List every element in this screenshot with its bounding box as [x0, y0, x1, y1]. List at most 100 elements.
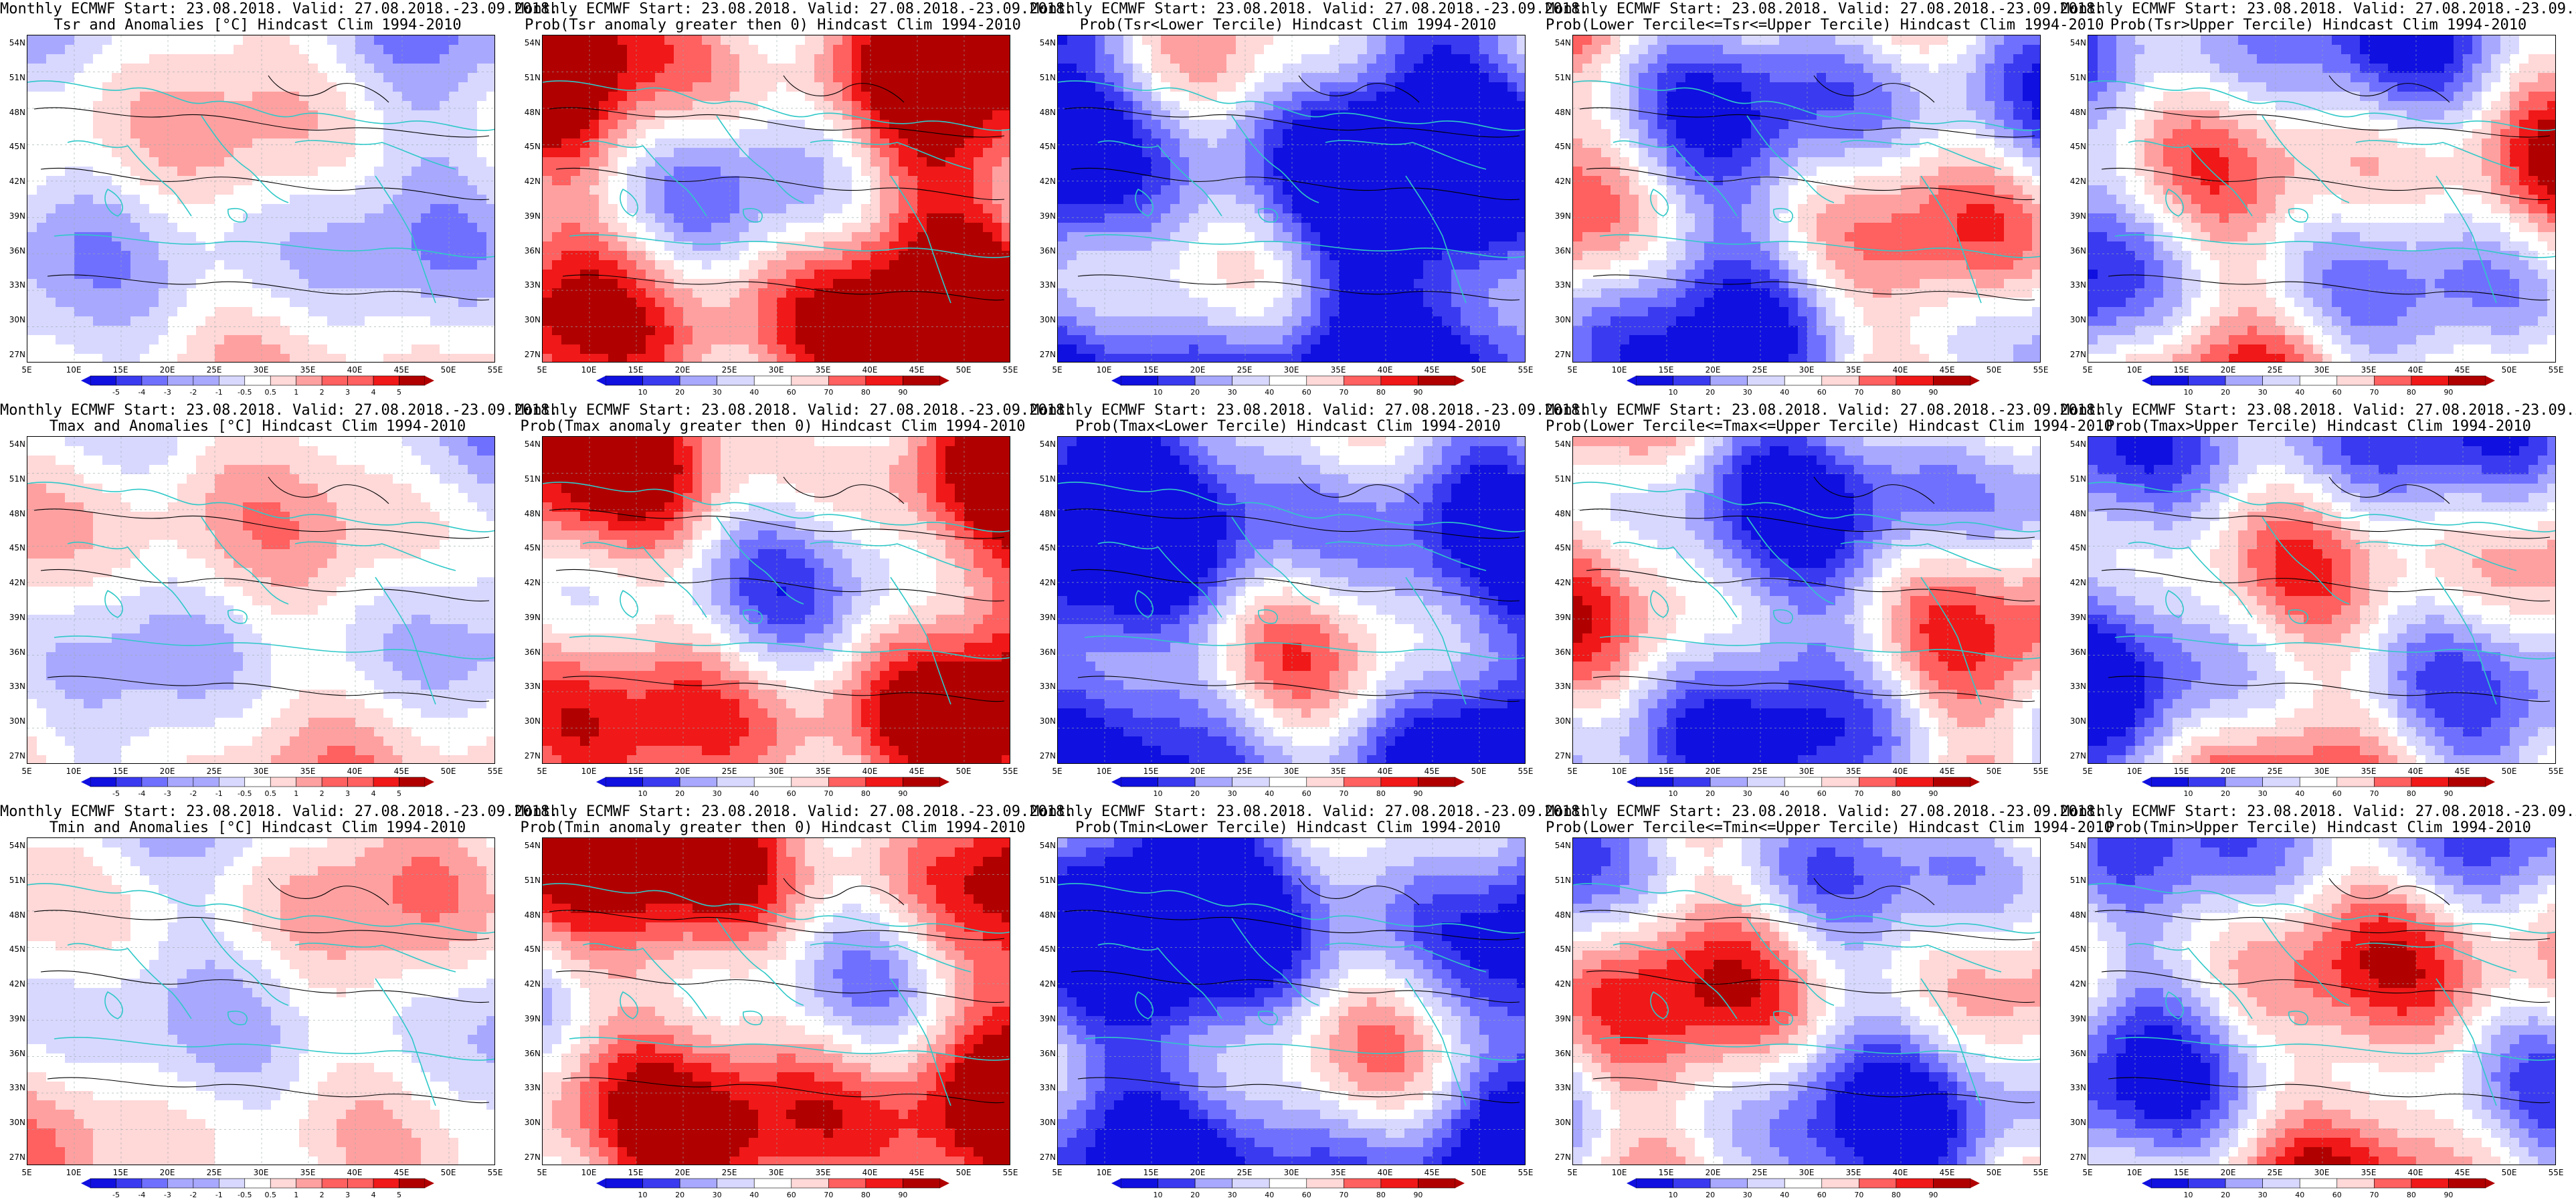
field-cell — [402, 260, 412, 270]
field-cell — [130, 129, 141, 139]
field-cell — [730, 270, 740, 280]
field-cell — [992, 120, 1002, 130]
field-cell — [936, 138, 946, 148]
field-cell — [1189, 270, 1199, 280]
field-cell — [1311, 110, 1321, 120]
field-cell — [655, 344, 665, 355]
field-cell — [683, 110, 693, 120]
field-cell — [1180, 101, 1190, 111]
field-cell — [1273, 92, 1283, 102]
field-cell — [805, 64, 815, 74]
field-cell — [374, 167, 384, 177]
field-cell — [177, 64, 187, 74]
field-cell — [1386, 138, 1396, 148]
field-cell — [243, 288, 253, 298]
field-cell — [168, 157, 178, 167]
field-cell — [402, 223, 412, 233]
coastline — [104, 188, 123, 217]
field-cell — [693, 307, 703, 317]
field-cell — [252, 120, 262, 130]
field-cell — [758, 223, 768, 233]
field-cell — [65, 92, 75, 102]
field-cell — [196, 45, 206, 55]
field-cell — [561, 354, 571, 362]
field-cell — [93, 35, 103, 45]
field-cell — [561, 251, 571, 261]
field-cell — [721, 307, 731, 317]
field-cell — [299, 73, 309, 83]
field-cell — [655, 101, 665, 111]
field-cell — [899, 120, 909, 130]
field-cell — [608, 110, 618, 120]
field-cell — [1273, 279, 1283, 289]
field-cell — [749, 35, 759, 45]
field-cell — [796, 185, 806, 195]
field-cell — [280, 251, 290, 261]
field-cell — [1507, 82, 1517, 92]
field-cell — [1348, 213, 1358, 223]
field-cell — [130, 167, 141, 177]
field-cell — [552, 157, 562, 167]
field-cell — [636, 316, 646, 326]
field-cell — [861, 54, 871, 64]
field-cell — [1226, 270, 1236, 280]
field-cell — [786, 45, 796, 55]
field-cell — [112, 288, 122, 298]
field-cell — [1161, 213, 1171, 223]
field-cell — [262, 298, 272, 308]
field-cell — [796, 92, 806, 102]
field-cell — [1339, 92, 1349, 102]
field-cell — [805, 176, 815, 186]
field-cell — [749, 195, 759, 205]
field-cell — [964, 185, 974, 195]
field-cell — [852, 335, 862, 345]
field-cell — [337, 316, 347, 326]
field-cell — [824, 354, 834, 362]
field-cell — [1376, 232, 1386, 242]
field-cell — [646, 316, 656, 326]
field-cell — [1395, 204, 1405, 214]
field-cell — [27, 64, 37, 74]
field-cell — [1517, 101, 1525, 111]
field-cell — [824, 45, 834, 55]
field-cell — [1386, 213, 1396, 223]
field-cell — [1273, 129, 1283, 139]
field-cell — [243, 45, 253, 55]
field-cell — [196, 344, 206, 355]
field-cell — [739, 316, 749, 326]
field-cell — [786, 335, 796, 345]
field-cell — [814, 176, 824, 186]
field-cell — [280, 344, 290, 355]
field-cell — [571, 270, 581, 280]
field-cell — [149, 64, 159, 74]
field-cell — [421, 251, 431, 261]
field-cell — [1395, 157, 1405, 167]
field-cell — [1301, 204, 1311, 214]
field-cell — [393, 307, 403, 317]
field-cell — [1273, 251, 1283, 261]
field-cell — [1095, 148, 1105, 158]
field-cell — [102, 129, 112, 139]
field-cell — [93, 251, 103, 261]
field-cell — [1058, 232, 1068, 242]
field-cell — [580, 298, 590, 308]
field-cell — [468, 307, 478, 317]
field-cell — [56, 101, 66, 111]
field-cell — [1245, 213, 1255, 223]
field-cell — [561, 110, 571, 120]
field-cell — [383, 157, 393, 167]
field-cell — [945, 335, 955, 345]
field-cell — [852, 270, 862, 280]
field-cell — [1470, 232, 1480, 242]
field-cell — [599, 298, 609, 308]
field-cell — [664, 251, 674, 261]
field-cell — [271, 270, 281, 280]
field-cell — [945, 167, 955, 177]
field-cell — [112, 73, 122, 83]
field-cell — [796, 138, 806, 148]
field-cell — [215, 185, 225, 195]
field-cell — [1208, 82, 1218, 92]
field-cell — [27, 241, 37, 252]
field-cell — [327, 148, 337, 158]
field-cell — [1376, 45, 1386, 55]
